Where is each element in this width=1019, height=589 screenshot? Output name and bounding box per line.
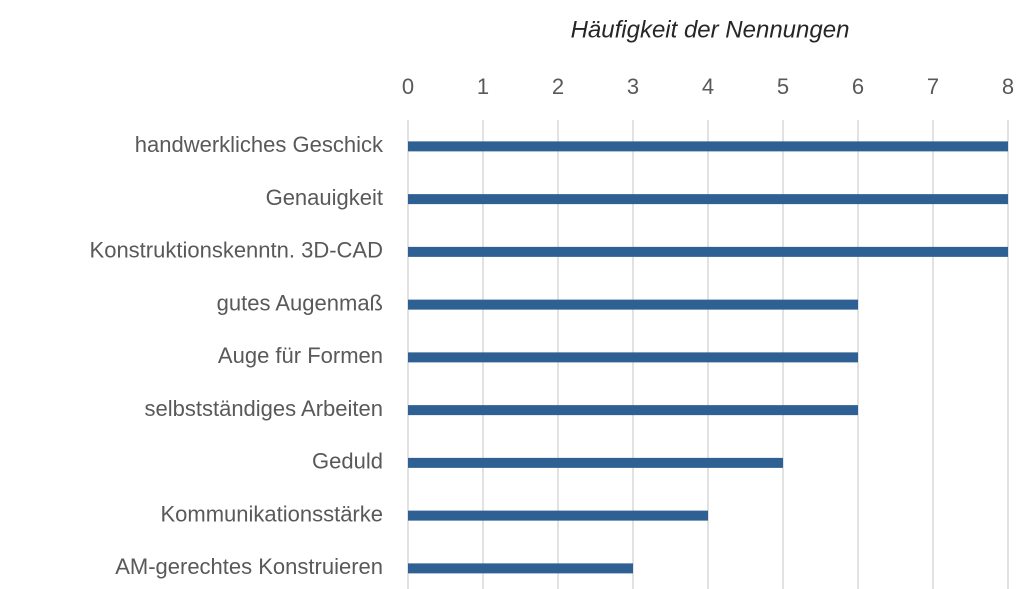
y-tick-label: Auge für Formen bbox=[218, 343, 383, 368]
x-tick-label: 1 bbox=[477, 74, 489, 99]
y-tick-label: Geduld bbox=[312, 449, 383, 474]
y-tick-label: Konstruktionskenntn. 3D-CAD bbox=[90, 238, 383, 263]
bar bbox=[408, 457, 783, 468]
x-tick-label: 7 bbox=[927, 74, 939, 99]
x-tick-label: 0 bbox=[402, 74, 414, 99]
bar bbox=[408, 141, 1008, 152]
x-tick-label: 3 bbox=[627, 74, 639, 99]
x-tick-label: 8 bbox=[1002, 74, 1014, 99]
y-tick-label: handwerkliches Geschick bbox=[135, 132, 384, 157]
y-tick-label: AM-gerechtes Konstruieren bbox=[115, 554, 383, 579]
x-tick-label: 2 bbox=[552, 74, 564, 99]
bar bbox=[408, 352, 858, 363]
bar bbox=[408, 563, 633, 574]
bar bbox=[408, 405, 858, 416]
y-tick-label: Kommunikationsstärke bbox=[160, 501, 383, 526]
x-tick-label: 4 bbox=[702, 74, 714, 99]
bar bbox=[408, 246, 1008, 257]
x-tick-label: 5 bbox=[777, 74, 789, 99]
y-tick-label: selbstständiges Arbeiten bbox=[145, 396, 384, 421]
bar bbox=[408, 299, 858, 310]
y-tick-label: Genauigkeit bbox=[266, 185, 383, 210]
bar bbox=[408, 510, 708, 521]
x-tick-label: 6 bbox=[852, 74, 864, 99]
bar bbox=[408, 194, 1008, 205]
y-tick-label: gutes Augenmaß bbox=[217, 290, 383, 315]
chart-title: Häufigkeit der Nennungen bbox=[571, 16, 850, 43]
